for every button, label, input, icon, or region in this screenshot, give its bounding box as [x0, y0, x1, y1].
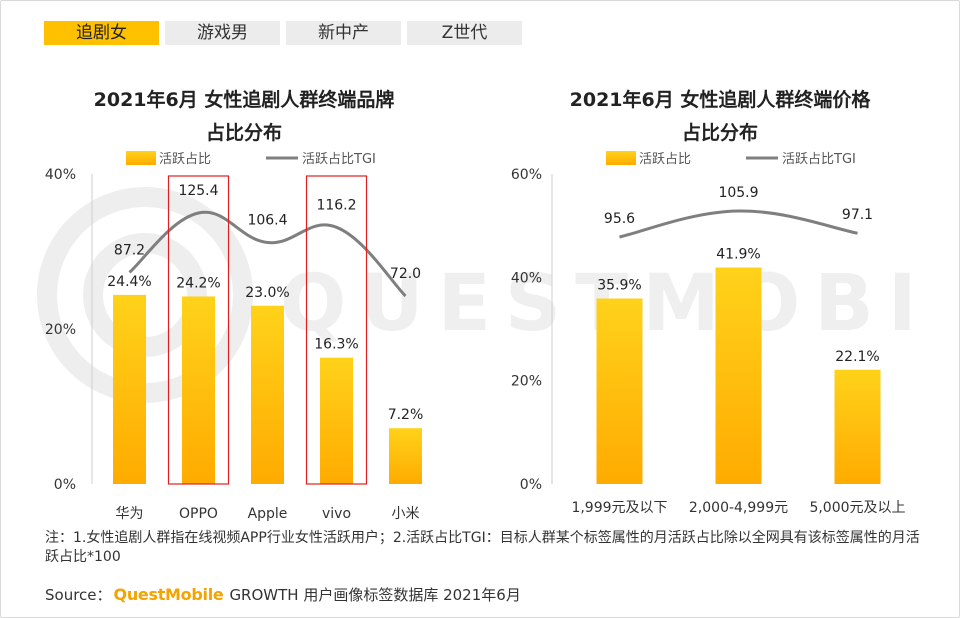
source-line: Source： QuestMobile GROWTH 用户画像标签数据库 202… [45, 584, 521, 605]
footnote: 注：1.女性追剧人群指在线视频APP行业女性活跃用户；2.活跃占比TGI：目标人… [45, 530, 920, 565]
x-category-label: 1,999元及以下 [571, 500, 667, 516]
x-category-label: Apple [248, 506, 288, 522]
highlight-box [167, 175, 230, 485]
bar-1 [596, 298, 643, 484]
tgi-value-label: 125.4 [178, 183, 218, 199]
bar-value-label: 16.3% [314, 337, 358, 353]
bar-1 [113, 294, 146, 484]
bar-value-label: 35.9% [597, 278, 641, 294]
chart-title-line2: 占比分布 [206, 121, 282, 144]
bar-3 [251, 305, 284, 484]
bar-5 [389, 428, 422, 484]
x-category-label: vivo [322, 506, 351, 522]
x-category-label: 5,000元及以上 [809, 500, 905, 516]
y-tick-label: 0% [520, 477, 542, 493]
tgi-value-label: 116.2 [316, 197, 356, 213]
x-category-label: OPPO [179, 506, 218, 522]
bar-3 [834, 369, 881, 484]
y-tick-label: 40% [45, 167, 76, 183]
source-prefix: Source： [45, 586, 112, 604]
tgi-line [128, 210, 407, 298]
legend-label-share: 活跃占比 [639, 152, 691, 167]
bar-value-label: 41.9% [716, 247, 760, 263]
y-tick-label: 20% [511, 374, 542, 390]
tab-new-middle-class[interactable]: 新中产 [286, 21, 401, 45]
x-category-label: 小米 [392, 506, 420, 522]
legend-swatch-share [606, 151, 636, 165]
bar-value-label: 24.2% [176, 275, 220, 291]
legend-swatch-share [126, 151, 156, 165]
tgi-value-label: 72.0 [390, 266, 421, 282]
legend-label-tgi: 活跃占比TGI [782, 152, 856, 167]
tab-gen-z[interactable]: Z世代 [407, 21, 522, 45]
bar-value-label: 24.4% [107, 274, 151, 290]
bar-2 [715, 267, 762, 484]
chart-title: 2021年6月 女性追剧人群终端价格 [570, 88, 872, 111]
bar-value-label: 23.0% [245, 285, 289, 301]
bar-value-label: 22.1% [835, 349, 879, 365]
y-tick-label: 40% [511, 270, 542, 286]
y-tick-label: 0% [54, 477, 76, 493]
questmobile-brand: QuestMobile [113, 585, 224, 604]
tgi-value-label: 97.1 [842, 207, 873, 223]
tab-drama-women[interactable]: 追剧女 [44, 21, 159, 45]
chart-title: 2021年6月 女性追剧人群终端品牌 [94, 88, 395, 111]
tgi-value-label: 106.4 [247, 213, 287, 229]
legend-label-share: 活跃占比 [159, 152, 211, 167]
y-tick-label: 60% [511, 167, 542, 183]
tgi-value-label: 95.6 [604, 211, 635, 227]
bar-value-label: 7.2% [388, 407, 424, 423]
tgi-value-label: 87.2 [114, 242, 145, 258]
source-suffix: GROWTH 用户画像标签数据库 2021年6月 [229, 586, 521, 604]
tgi-line [619, 209, 858, 239]
tab-bar: 追剧女 游戏男 新中产 Z世代 [44, 21, 522, 45]
chart-title-line2: 占比分布 [682, 121, 758, 144]
highlight-box [305, 175, 368, 485]
tgi-value-label: 105.9 [718, 185, 758, 201]
y-tick-label: 20% [45, 322, 76, 338]
bar-4 [320, 357, 353, 484]
x-category-label: 华为 [116, 506, 144, 522]
bar-2 [182, 296, 215, 484]
x-category-label: 2,000-4,999元 [689, 500, 788, 516]
tab-gamer-men[interactable]: 游戏男 [165, 21, 280, 45]
legend-label-tgi: 活跃占比TGI [302, 152, 376, 167]
